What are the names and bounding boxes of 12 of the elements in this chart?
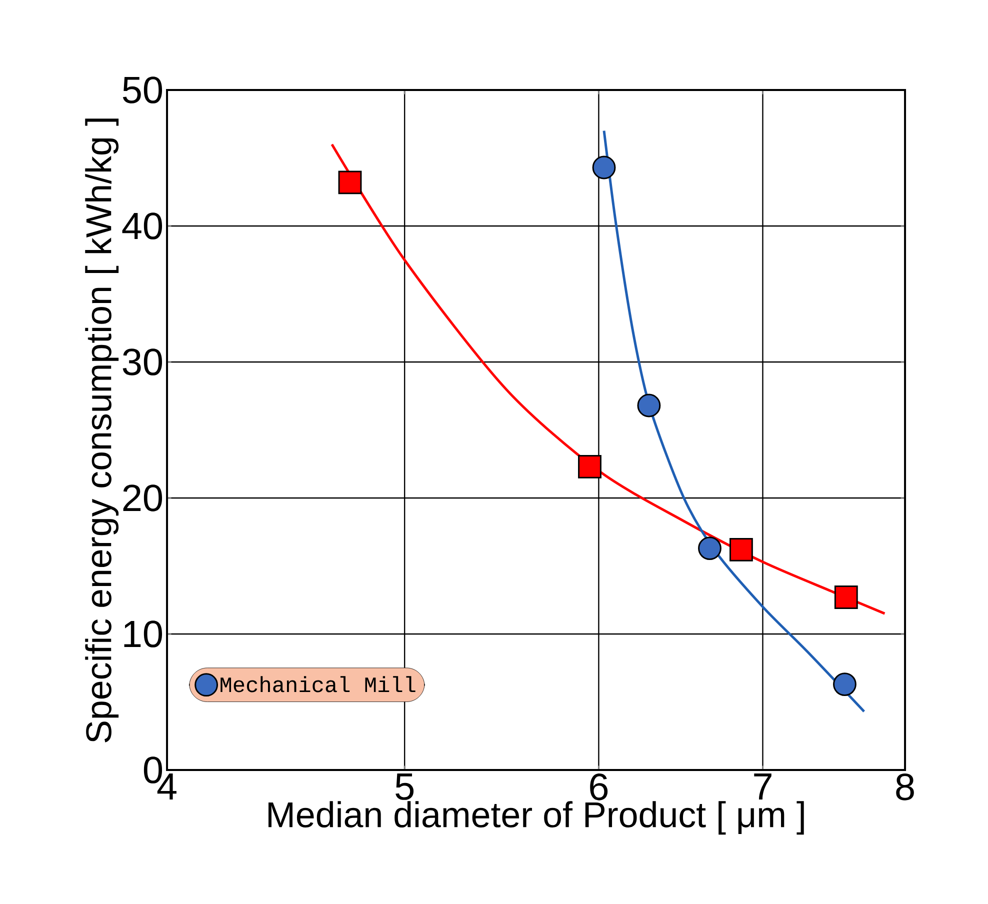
- y-axis-title: Specific energy consumption [ kWh/kg ]: [85, 118, 119, 742]
- y-tick-label: 50: [122, 76, 162, 104]
- x-tick-label: 7: [754, 774, 772, 800]
- y-tick-label: 30: [122, 348, 162, 376]
- x-axis-title: Median diameter of Product [ μm ]: [268, 801, 804, 835]
- y-tick-label: 10: [124, 620, 162, 648]
- legend-label: Mechanical Mill: [220, 676, 416, 692]
- y-tick-label: 20: [123, 484, 162, 512]
- x-tick-label: 6: [590, 774, 608, 800]
- y-tick-label: 40: [122, 212, 162, 240]
- x-tick-label: 8: [896, 774, 914, 800]
- x-tick-label: 5: [396, 774, 414, 800]
